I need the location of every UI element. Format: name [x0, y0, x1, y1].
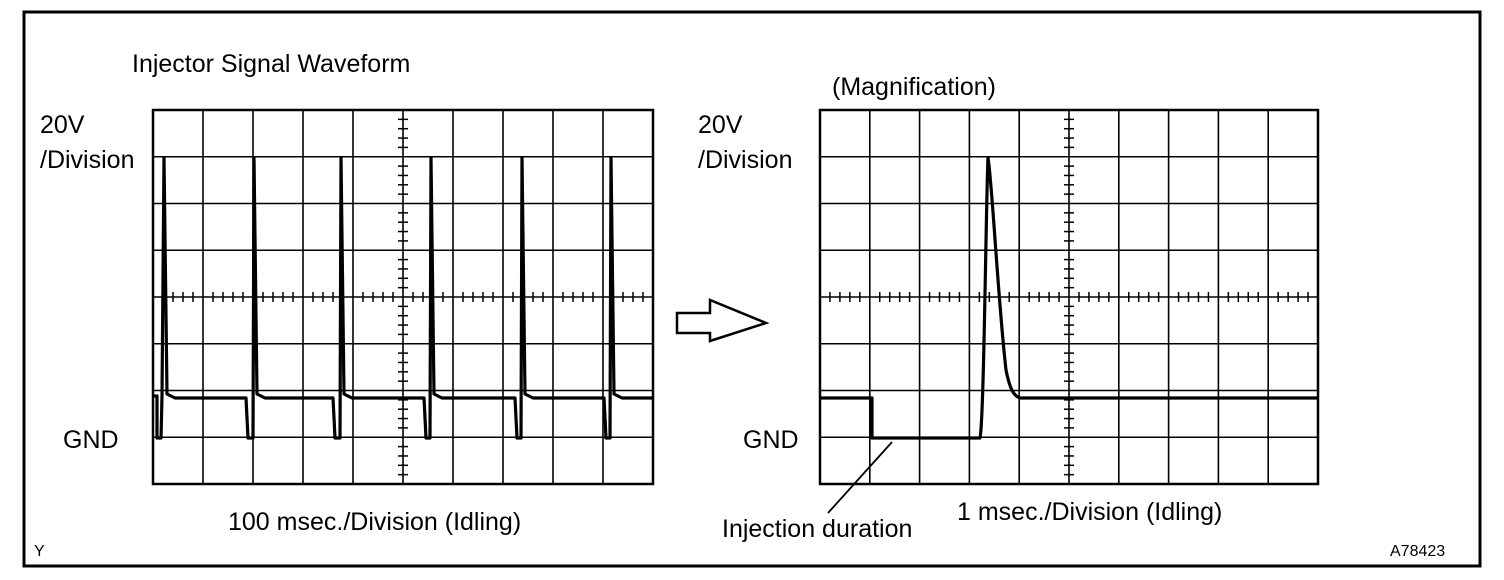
left-time-label: 100 msec./Division (Idling) [228, 508, 521, 536]
right-panel-title: (Magnification) [832, 73, 996, 101]
right-injector-waveform [820, 156, 1318, 440]
left-panel-title: Injector Signal Waveform [132, 50, 410, 78]
left-panel: Injector Signal Waveform 20V /Division G… [40, 50, 655, 536]
right-axis-ticks [829, 118, 1309, 476]
right-volt-label-1: 20V [698, 111, 743, 139]
left-volt-label-2: /Division [40, 146, 134, 174]
right-grid [820, 110, 1318, 484]
corner-mark: Y [34, 543, 45, 560]
right-panel: (Magnification) 20V /Division GND 1 msec… [698, 73, 1320, 543]
right-time-label: 1 msec./Division (Idling) [957, 498, 1222, 526]
left-gnd-label: GND [63, 426, 119, 454]
left-injector-waveform [153, 156, 653, 440]
left-volt-label-1: 20V [40, 111, 85, 139]
injection-duration-callout: Injection duration [722, 515, 912, 543]
right-volt-label-2: /Division [698, 146, 792, 174]
right-gnd-label: GND [743, 426, 799, 454]
left-grid [153, 110, 653, 484]
callout-leader-line [827, 441, 893, 514]
left-scope-frame [151, 108, 655, 486]
outer-border [22, 10, 1482, 568]
right-arrow-icon [675, 298, 770, 343]
right-scope-frame [818, 108, 1320, 486]
figure-id: A78423 [1390, 543, 1445, 560]
